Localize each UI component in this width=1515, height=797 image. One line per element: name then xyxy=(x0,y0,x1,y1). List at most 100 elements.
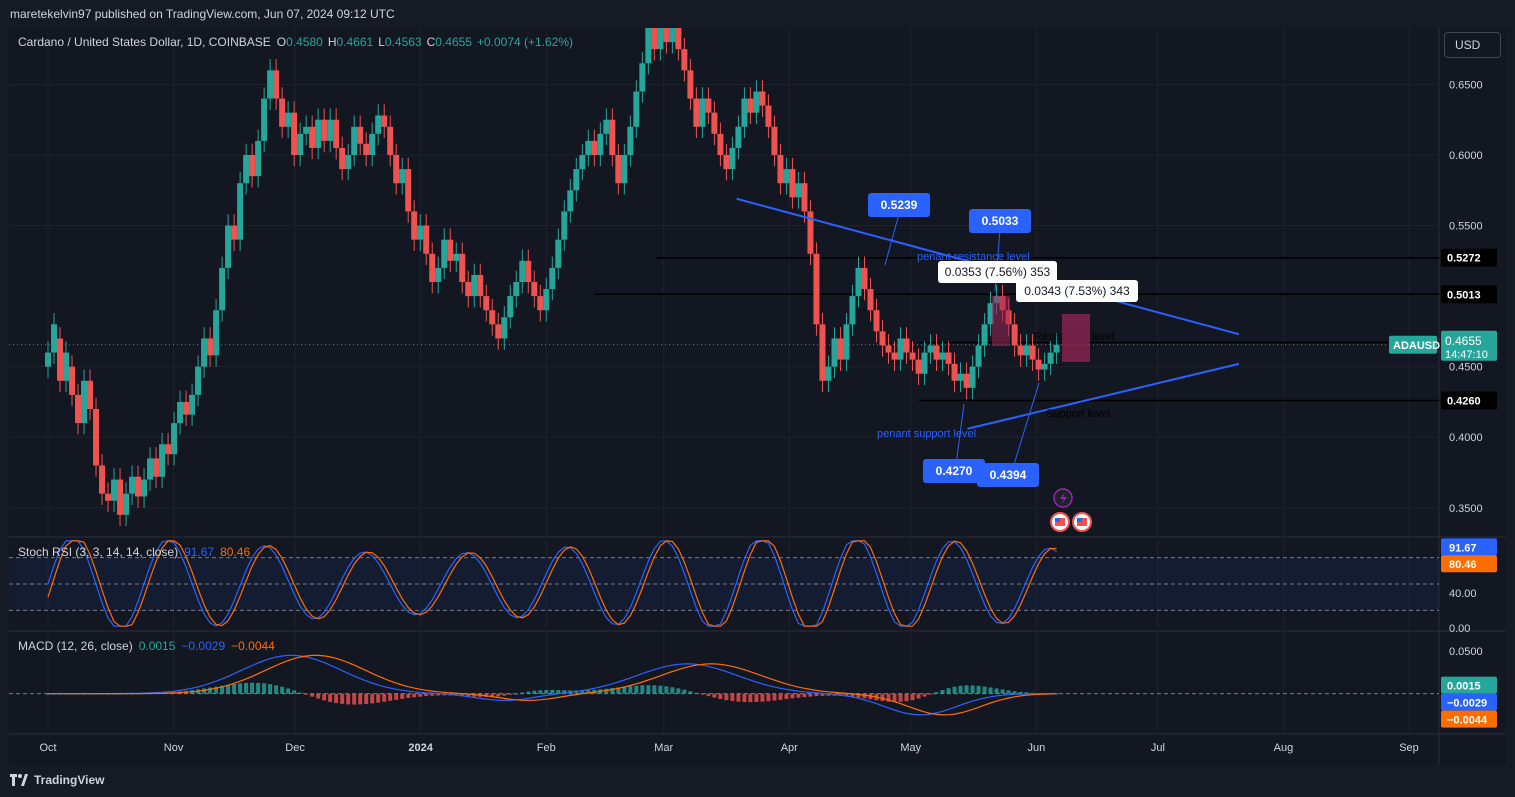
candle-body xyxy=(759,91,766,106)
candle-body xyxy=(951,363,958,381)
level-label-box xyxy=(1441,285,1497,304)
candle-body xyxy=(51,324,58,353)
candle-body xyxy=(1029,345,1036,360)
candle-body xyxy=(345,155,352,170)
candle-body xyxy=(321,119,328,141)
candle-body xyxy=(741,98,748,127)
candle-body xyxy=(291,112,298,155)
macd-line-value: −0.0029 xyxy=(181,639,225,653)
candle-body xyxy=(627,126,634,155)
macd-histogram-bar xyxy=(628,686,633,694)
macd-histogram-bar xyxy=(664,686,669,694)
macd-histogram-bar xyxy=(328,693,333,702)
candle-body xyxy=(153,458,160,477)
candle-body xyxy=(579,155,586,170)
macd-histogram-bar xyxy=(778,693,783,700)
macd-histogram-bar xyxy=(862,693,867,699)
time-axis[interactable]: Oct Nov Dec 2024 Feb Mar Apr May Jun Jul Aug Sep xyxy=(39,742,1418,754)
candle-body xyxy=(117,479,124,515)
candle-body xyxy=(711,112,718,134)
macd-histogram-bar xyxy=(844,693,849,697)
candle-body xyxy=(363,143,370,155)
candle-body xyxy=(717,133,724,155)
candle-body xyxy=(969,366,976,388)
trendline xyxy=(967,362,1240,430)
macd-histogram-bar xyxy=(1012,691,1017,694)
legend-o-label: O xyxy=(277,35,286,49)
macd-histogram-bar xyxy=(784,693,789,700)
macd-histogram-bar xyxy=(958,685,963,694)
candle-body xyxy=(501,317,508,339)
macd-axis-value: −0.0044 xyxy=(1447,715,1488,727)
candle-body xyxy=(891,352,898,360)
macd-histogram-bar xyxy=(202,688,207,694)
candle-body xyxy=(753,91,760,113)
macd-histogram-bar xyxy=(820,693,825,696)
candle-body xyxy=(675,28,682,50)
macd-histogram-bar xyxy=(976,685,981,694)
macd-histogram-bar xyxy=(652,685,657,694)
legend-symbol-name: Cardano / United States Dollar, 1D, COIN… xyxy=(18,35,271,49)
macd-histogram-bar xyxy=(886,693,891,702)
candle-body xyxy=(903,338,910,353)
candle-body xyxy=(471,274,478,297)
candle-body xyxy=(249,155,256,177)
candle-body xyxy=(807,211,814,254)
candle-body xyxy=(819,324,826,381)
macd-histogram-bar xyxy=(460,693,465,696)
price-axis[interactable]: 0.6500 0.6000 0.5500 0.4500 0.4000 0.3500 0.52… xyxy=(1389,79,1497,728)
time-tick-label: Aug xyxy=(1274,742,1294,754)
candle-body xyxy=(69,366,76,395)
chart-canvas[interactable]: penant resistance level penant support le… xyxy=(9,28,1506,765)
macd-histogram-bar xyxy=(208,687,213,694)
macd-histogram-bar xyxy=(922,693,927,697)
macd-histogram-bar xyxy=(286,688,291,694)
chart-frame[interactable]: penant resistance level penant support le… xyxy=(9,28,1506,765)
macd-histogram-bar xyxy=(616,687,621,694)
candle-body xyxy=(591,140,598,155)
macd-histogram-bar xyxy=(1006,690,1011,694)
currency-button[interactable]: USD xyxy=(1444,32,1501,58)
price-tick-label: 0.4000 xyxy=(1449,432,1483,444)
macd-histogram-bar xyxy=(274,685,279,694)
candle-body xyxy=(243,155,250,184)
candle-body xyxy=(801,183,808,212)
macd-histogram-bar xyxy=(670,687,675,694)
macd-histogram-bar xyxy=(490,693,495,697)
candle-body xyxy=(549,267,556,290)
candle-body xyxy=(597,133,604,155)
footer-brand[interactable]: TradingView xyxy=(10,771,104,789)
candle-body xyxy=(147,458,154,480)
macd-axis-box xyxy=(1441,693,1497,711)
macd-histogram-bar xyxy=(802,693,807,698)
candle-body xyxy=(663,28,670,43)
macd-histogram-bar xyxy=(610,688,615,694)
macd-histogram-bar xyxy=(988,687,993,694)
candle-body xyxy=(573,169,580,191)
candle-body xyxy=(57,338,64,381)
macd-histogram-bar xyxy=(880,693,885,702)
macd-histogram-bar xyxy=(238,683,243,694)
candle-body xyxy=(393,155,400,184)
macd-histogram-bar xyxy=(370,693,375,704)
rsi-tick-label: 40.00 xyxy=(1449,588,1477,600)
candle-body xyxy=(477,274,484,297)
macd-histogram-bar xyxy=(502,693,507,696)
macd-histogram-bar xyxy=(256,682,261,694)
candle-body xyxy=(129,476,136,494)
candle-body xyxy=(165,444,172,455)
candle-body xyxy=(1011,324,1018,346)
macd-histogram-bar xyxy=(808,693,813,697)
lightning-icon-glyph xyxy=(1060,492,1067,505)
rsi-tick-label: 0.00 xyxy=(1449,623,1470,635)
candle-body xyxy=(783,169,790,184)
callout-box xyxy=(969,209,1031,233)
macd-histogram-bar xyxy=(244,682,249,694)
callout-box xyxy=(923,459,985,483)
time-tick-label: Jun xyxy=(1027,742,1045,754)
candle-body xyxy=(1035,359,1042,370)
candle-body xyxy=(429,253,436,282)
level-label: 0.5272 xyxy=(1447,253,1481,265)
candle-body xyxy=(1017,345,1024,356)
legend-change: +0.0074 (+1.62%) xyxy=(477,35,573,49)
